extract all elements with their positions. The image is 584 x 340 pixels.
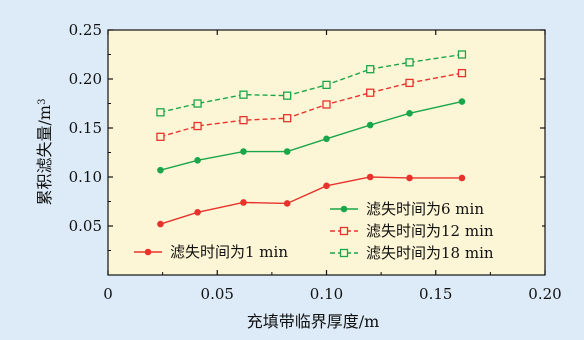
data-point [458,98,466,105]
legend-label: 滤失时间为1 min [170,243,288,261]
y-axis-title: 累积滤失量/m3 [35,99,54,206]
data-point [366,121,374,129]
legend-marker [339,248,349,258]
legend-label: 滤失时间为12 min [366,222,494,240]
legend-label: 滤失时间为18 min [366,244,494,262]
legend-box-right [324,197,542,269]
data-point [366,173,374,181]
data-point [366,65,375,74]
data-point [405,58,414,67]
data-point [405,78,414,88]
data-point [457,68,467,78]
data-point [323,182,330,190]
data-point [323,135,330,143]
series-2 [157,98,466,174]
x-axis-title: 充填带临界厚度/m [247,312,380,331]
legend-item: 滤失时间为12 min [330,222,494,240]
x-tick-label: 0 [103,285,113,303]
y-axis-title-sup: 3 [37,99,48,105]
y-tick-label: 0.20 [69,70,102,88]
data-point [240,199,247,206]
x-tick-label: 0.15 [419,285,452,303]
series-line [160,100,463,171]
series-4 [156,50,467,117]
data-point [157,166,164,174]
data-point [239,116,248,125]
data-point [283,200,291,207]
data-point [194,208,201,216]
legend-label: 滤失时间为6 min [366,200,484,218]
axes-layer: 0 0.05 0.10 0.15 0.20 0.05 0.10 0.15 0.20 0.25 [69,21,562,303]
x-tick-label: 0.10 [310,285,343,303]
data-point [458,174,466,182]
series-layer [156,50,467,228]
series-line [160,176,462,225]
data-point [322,80,331,90]
data-point [283,91,292,100]
legend-marker [144,248,152,256]
data-point [457,50,467,59]
x-tick-label: 0.05 [201,285,234,303]
data-point [366,88,375,97]
data-point [194,157,201,164]
data-point [193,121,202,131]
series-line [160,72,463,138]
data-point [240,148,247,155]
legend-layer: 滤失时间为1 min 滤失时间为6 min 滤失时间为12 min 滤失时间为18 m… [127,197,542,269]
data-point [239,90,248,99]
data-point [322,100,331,109]
data-point [156,108,165,117]
y-tick-label: 0.15 [69,119,102,137]
legend-item: 滤失时间为18 min [330,244,494,262]
x-tick-label: 0.20 [528,285,561,303]
data-point [193,99,202,108]
series-3 [156,68,467,141]
svg-text:累积滤失量/m3: 累积滤失量/m3 [35,99,54,206]
data-point [283,148,291,155]
data-point [406,110,413,117]
legend-item: 滤失时间为1 min [134,243,288,261]
y-tick-label: 0.25 [69,21,102,39]
legend-marker [339,226,349,236]
legend-item: 滤失时间为6 min [330,200,484,218]
y-axis-title-main: 累积滤失量/m [35,105,54,206]
legend-marker [340,205,348,213]
y-tick-label: 0.10 [69,168,102,186]
y-tick-label: 0.05 [69,217,102,235]
series-1 [157,173,466,228]
data-point [406,174,413,182]
data-point [157,220,164,228]
series-line [160,53,463,114]
data-point [156,132,165,141]
data-point [283,114,292,123]
